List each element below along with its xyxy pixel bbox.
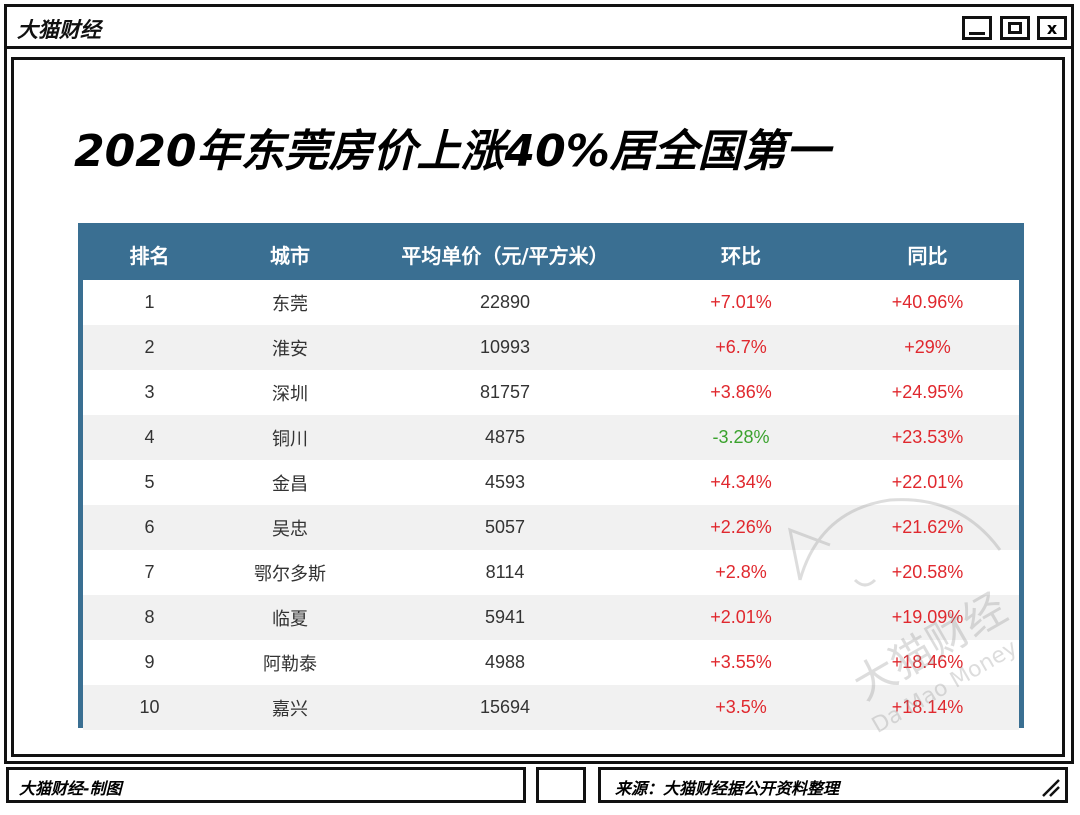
cell-mom: -3.28% (646, 415, 836, 460)
cell-city: 铜川 (216, 415, 364, 460)
cell-mom: +3.5% (646, 685, 836, 730)
cell-city: 金昌 (272, 473, 308, 494)
footer-spacer-box (536, 767, 586, 803)
cell-rank: 1 (144, 292, 155, 312)
table-row: 4 铜川 4875 -3.28% +23.53% (83, 415, 1019, 460)
cell-yoy: +21.62% (836, 505, 1019, 550)
cell-yoy: +18.14% (836, 685, 1019, 730)
cell-mom: +2.26% (646, 505, 836, 550)
header-rank: 排名 (83, 228, 216, 280)
cell-yoy: +24.95% (891, 382, 964, 402)
content-frame: 2020年东莞房价上涨40%居全国第一 排名 城市 平均单价（元/平方米） 环比… (11, 57, 1065, 757)
cell-city: 临夏 (216, 595, 364, 640)
maximize-icon (1008, 22, 1022, 34)
cell-city: 嘉兴 (216, 685, 364, 730)
cell-yoy: +40.96% (891, 292, 964, 312)
table-row: 5 金昌 4593 +4.34% +22.01% (83, 460, 1019, 505)
cell-price: 22890 (479, 292, 531, 312)
cell-city: 鄂尔多斯 (254, 563, 326, 584)
table-row: 1 东莞 22890 +7.01% +40.96% (83, 280, 1019, 325)
cell-price: 10993 (364, 325, 646, 370)
minimize-button[interactable] (962, 16, 992, 40)
ranking-table: 排名 城市 平均单价（元/平方米） 环比 同比 1 东莞 22890 +7.01… (78, 223, 1024, 730)
page-title: 2020年东莞房价上涨40%居全国第一 (74, 126, 830, 177)
footer-credit-box: 大猫财经-制图 (6, 767, 526, 803)
cell-yoy: +20.58% (891, 562, 964, 582)
header-yoy: 同比 (836, 228, 1019, 280)
cell-rank: 2 (83, 325, 216, 370)
window: 大猫财经 x 2020年东莞房价上涨40%居全国第一 排名 城市 平均单价（元/… (4, 4, 1074, 764)
cell-price: 5941 (364, 595, 646, 640)
cell-mom: +6.7% (646, 325, 836, 370)
close-icon: x (1046, 18, 1058, 38)
cell-rank: 4 (83, 415, 216, 460)
cell-rank: 6 (83, 505, 216, 550)
table-row: 10 嘉兴 15694 +3.5% +18.14% (83, 685, 1019, 730)
cell-rank: 7 (144, 562, 155, 582)
cell-mom: +7.01% (710, 292, 772, 312)
cell-city: 淮安 (216, 325, 364, 370)
cell-city: 东莞 (272, 293, 308, 314)
cell-price: 4875 (364, 415, 646, 460)
table-row: 8 临夏 5941 +2.01% +19.09% (83, 595, 1019, 640)
footer-credit: 大猫财经-制图 (19, 779, 122, 798)
footer-source: 来源：大猫财经据公开资料整理 (615, 779, 840, 798)
maximize-button[interactable] (1000, 16, 1030, 40)
header-price: 平均单价（元/平方米） (364, 228, 646, 280)
cell-rank: 3 (144, 382, 155, 402)
close-button[interactable]: x (1037, 16, 1067, 40)
cell-mom: +2.01% (646, 595, 836, 640)
minimize-icon (969, 31, 985, 35)
cell-price: 15694 (364, 685, 646, 730)
table-header-row: 排名 城市 平均单价（元/平方米） 环比 同比 (83, 228, 1019, 280)
cell-city: 吴忠 (216, 505, 364, 550)
cell-mom: +4.34% (710, 472, 772, 492)
table-row: 9 阿勒泰 4988 +3.55% +18.46% (83, 640, 1019, 685)
cell-mom: +2.8% (715, 562, 767, 582)
table-row: 2 淮安 10993 +6.7% +29% (83, 325, 1019, 370)
app-title: 大猫财经 (17, 18, 101, 42)
title-bar: 大猫财经 x (7, 7, 1071, 49)
footer-source-box: 来源：大猫财经据公开资料整理 (598, 767, 1068, 803)
cell-yoy: +19.09% (836, 595, 1019, 640)
cell-rank: 9 (144, 652, 155, 672)
table-row: 6 吴忠 5057 +2.26% +21.62% (83, 505, 1019, 550)
cell-price: 8114 (485, 562, 525, 582)
cell-price: 4988 (484, 652, 526, 672)
cell-city: 阿勒泰 (263, 653, 317, 674)
cell-rank: 10 (83, 685, 216, 730)
resize-grip-icon[interactable] (1039, 776, 1061, 798)
cell-yoy: +18.46% (891, 652, 964, 672)
header-mom: 环比 (646, 228, 836, 280)
header-city: 城市 (216, 228, 364, 280)
cell-city: 深圳 (272, 383, 308, 404)
table-row: 7 鄂尔多斯 8114 +2.8% +20.58% (83, 550, 1019, 595)
cell-mom: +3.86% (710, 382, 772, 402)
cell-price: 4593 (484, 472, 526, 492)
cell-rank: 8 (83, 595, 216, 640)
cell-yoy: +22.01% (891, 472, 964, 492)
cell-yoy: +23.53% (836, 415, 1019, 460)
cell-price: 5057 (364, 505, 646, 550)
table-row: 3 深圳 81757 +3.86% +24.95% (83, 370, 1019, 415)
cell-mom: +3.55% (710, 652, 772, 672)
cell-price: 81757 (479, 382, 531, 402)
cell-rank: 5 (144, 472, 155, 492)
cell-yoy: +29% (836, 325, 1019, 370)
